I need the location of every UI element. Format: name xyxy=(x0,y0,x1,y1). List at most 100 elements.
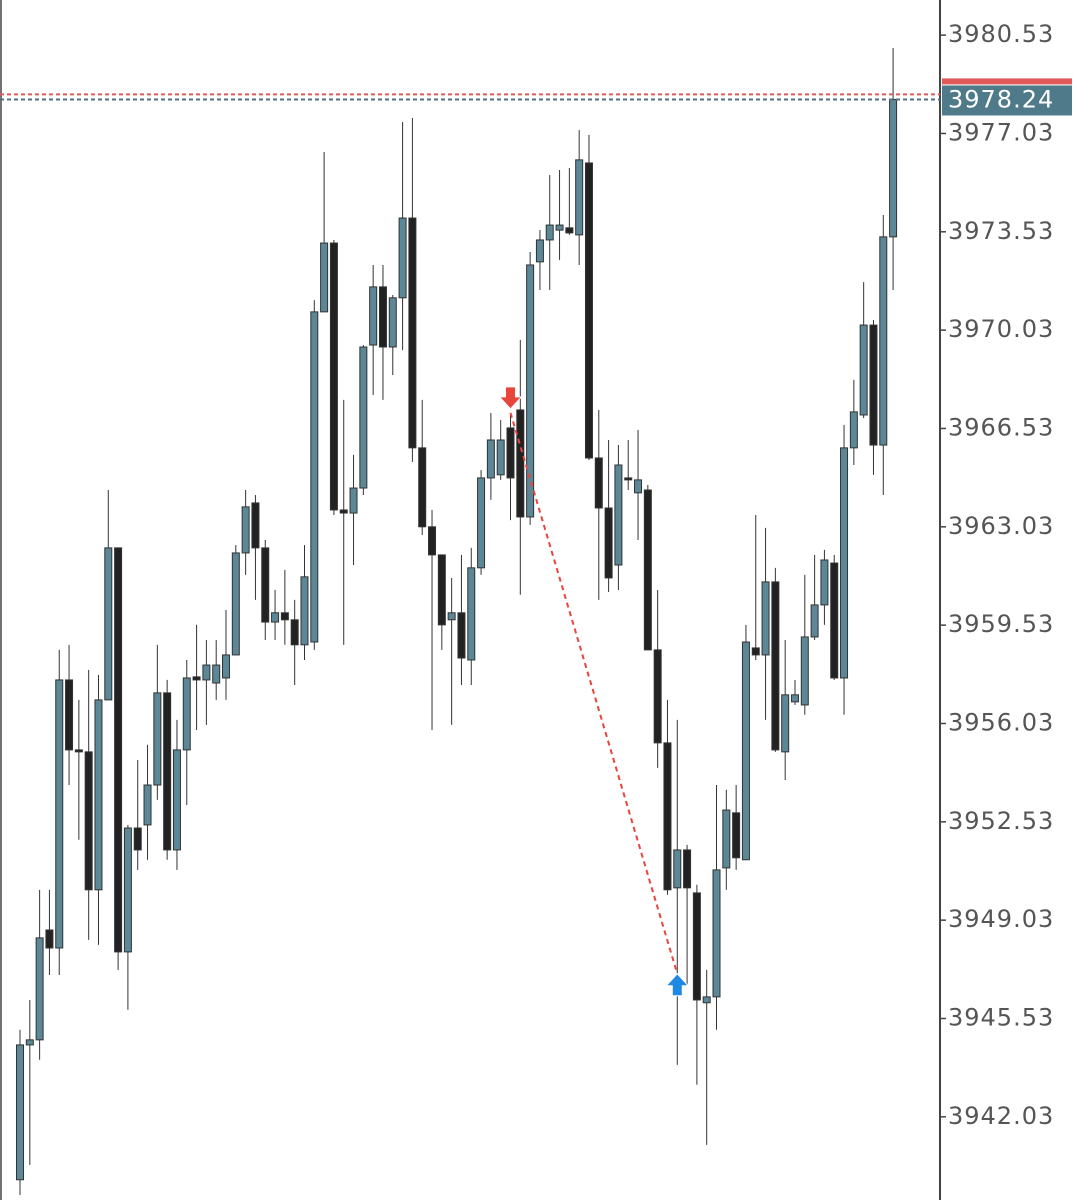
bull-body xyxy=(300,576,309,646)
buy-arrow xyxy=(665,973,690,997)
y-tick-label: 3966.53 xyxy=(948,413,1054,441)
bull-body xyxy=(849,411,858,449)
bear-body xyxy=(192,676,201,681)
bull-body xyxy=(271,612,280,623)
y-tick-label: 3956.03 xyxy=(948,708,1054,736)
y-tick-label: 3952.53 xyxy=(948,807,1054,835)
y-tick-label: 3973.53 xyxy=(948,217,1054,245)
bull-body xyxy=(614,464,623,566)
bull-body xyxy=(143,784,152,826)
bear-body xyxy=(604,507,613,579)
bull-body xyxy=(781,694,790,753)
bear-body xyxy=(594,457,603,509)
bull-body xyxy=(634,479,643,494)
bull-body xyxy=(722,809,731,869)
bear-body xyxy=(624,477,633,481)
trade-line xyxy=(509,412,679,975)
bear-body xyxy=(408,217,417,449)
bear-body xyxy=(516,409,525,518)
bull-body xyxy=(673,849,682,889)
bull-body xyxy=(712,869,721,998)
bull-body xyxy=(840,447,849,679)
y-tick-label: 3945.53 xyxy=(948,1003,1054,1031)
bear-body xyxy=(506,427,515,479)
bull-body xyxy=(123,827,132,953)
bull-body xyxy=(310,311,319,643)
bull-body xyxy=(25,1039,34,1046)
bear-body xyxy=(45,929,54,949)
bull-body xyxy=(398,217,407,299)
bear-body xyxy=(74,749,83,753)
bull-body xyxy=(35,937,44,1041)
bull-body xyxy=(359,346,368,489)
bull-body xyxy=(575,159,584,236)
bear-body xyxy=(732,812,741,859)
bull-body xyxy=(889,98,898,238)
bull-body xyxy=(320,242,329,313)
bull-body xyxy=(859,324,868,416)
bull-body xyxy=(447,612,456,621)
y-tick-label: 3949.03 xyxy=(948,905,1054,933)
bear-body xyxy=(653,649,662,744)
bull-body xyxy=(486,439,495,479)
y-tick-label: 3977.03 xyxy=(948,118,1054,146)
bull-body xyxy=(810,604,819,638)
bear-body xyxy=(378,286,387,348)
bull-body xyxy=(241,506,250,554)
bull-body xyxy=(182,677,191,751)
y-tick-label: 3970.03 xyxy=(948,315,1054,343)
bear-body xyxy=(133,827,142,851)
bear-body xyxy=(290,619,299,646)
bear-body xyxy=(114,547,123,953)
bear-body xyxy=(339,509,348,514)
bear-body xyxy=(565,227,574,234)
bull-body xyxy=(349,487,358,514)
bear-body xyxy=(457,612,466,659)
bull-body xyxy=(467,567,476,661)
bull-body xyxy=(104,547,113,701)
bull-body xyxy=(555,224,564,231)
bear-body xyxy=(251,502,260,549)
bull-body xyxy=(94,699,103,891)
bull-body xyxy=(790,694,799,703)
ask-tag xyxy=(942,78,1072,85)
bear-body xyxy=(418,447,427,528)
bear-body xyxy=(683,849,692,889)
bear-body xyxy=(869,324,878,446)
bull-body xyxy=(388,297,397,348)
y-tick-label: 3959.53 xyxy=(948,610,1054,638)
bear-body xyxy=(584,162,593,459)
bear-body xyxy=(830,562,839,679)
bull-body xyxy=(477,477,486,569)
bull-body xyxy=(369,286,378,346)
bear-body xyxy=(163,692,172,851)
y-tick-label: 3963.03 xyxy=(948,512,1054,540)
bull-body xyxy=(535,239,544,263)
bull-body xyxy=(761,581,770,656)
bear-body xyxy=(692,892,701,1001)
bear-body xyxy=(280,612,289,621)
bull-body xyxy=(212,664,221,684)
price-tag xyxy=(942,85,1072,116)
bull-body xyxy=(496,439,505,476)
bull-body xyxy=(153,692,162,786)
bear-body xyxy=(329,242,338,511)
bull-body xyxy=(172,749,181,851)
bull-body xyxy=(741,641,750,861)
bear-body xyxy=(771,581,780,751)
bull-body xyxy=(545,224,554,241)
bear-body xyxy=(65,679,74,751)
bull-body xyxy=(202,664,211,681)
y-tick-label: 3942.03 xyxy=(948,1102,1054,1130)
bull-body xyxy=(231,552,240,656)
bear-body xyxy=(428,526,437,556)
bull-body xyxy=(702,996,711,1004)
bear-body xyxy=(643,489,652,651)
y-tick-label: 3980.53 xyxy=(948,20,1054,48)
bull-body xyxy=(820,559,829,606)
last-price-label: 3978.24 xyxy=(948,85,1054,113)
sell-arrow xyxy=(498,386,523,410)
bull-body xyxy=(879,236,888,446)
bear-body xyxy=(663,742,672,891)
bull-body xyxy=(16,1044,24,1181)
